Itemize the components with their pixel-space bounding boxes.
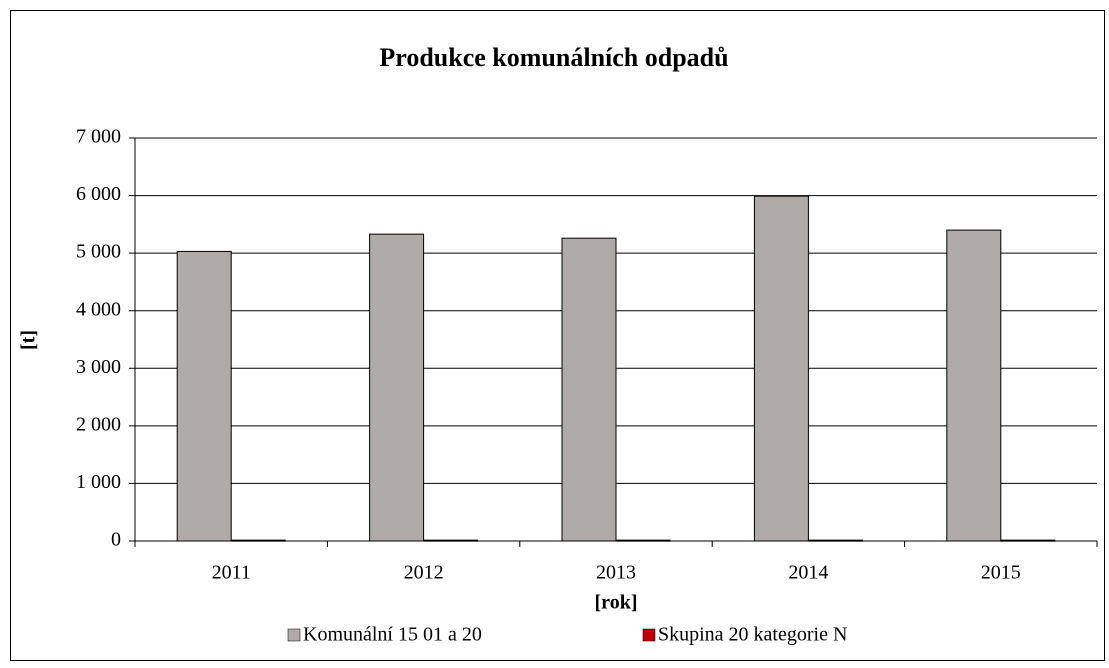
y-tick-label: 5 000 — [76, 241, 121, 263]
x-tick-label: 2014 — [788, 562, 828, 584]
chart-frame — [10, 10, 1105, 661]
bar — [230, 539, 286, 542]
bar — [1000, 539, 1056, 542]
y-tick-label: 1 000 — [76, 471, 121, 493]
bar — [369, 233, 425, 542]
y-tick-label: 4 000 — [76, 298, 121, 320]
bar — [946, 229, 1002, 542]
x-tick-label: 2012 — [404, 562, 444, 584]
y-tick-label: 6 000 — [76, 183, 121, 205]
bar — [561, 237, 617, 542]
bar — [423, 539, 479, 542]
y-axis-label: [t] — [18, 330, 40, 350]
x-tick-label: 2015 — [981, 562, 1021, 584]
x-tick-label: 2013 — [596, 562, 636, 584]
y-tick-label: 7 000 — [76, 126, 121, 148]
bar — [807, 539, 863, 542]
legend-label: Skupina 20 kategorie N — [658, 624, 847, 646]
bar — [615, 539, 671, 542]
y-tick-label: 3 000 — [76, 356, 121, 378]
legend-swatch — [642, 628, 656, 642]
x-tick-label: 2011 — [212, 562, 251, 584]
x-axis-label: [rok] — [595, 592, 638, 614]
legend-swatch — [287, 628, 301, 642]
bar — [753, 195, 809, 542]
bar — [176, 250, 232, 542]
y-tick-label: 0 — [111, 529, 121, 551]
legend-label: Komunální 15 01 a 20 — [303, 624, 482, 646]
y-tick-label: 2 000 — [76, 413, 121, 435]
chart-title: Produkce komunálních odpadů — [379, 43, 728, 72]
